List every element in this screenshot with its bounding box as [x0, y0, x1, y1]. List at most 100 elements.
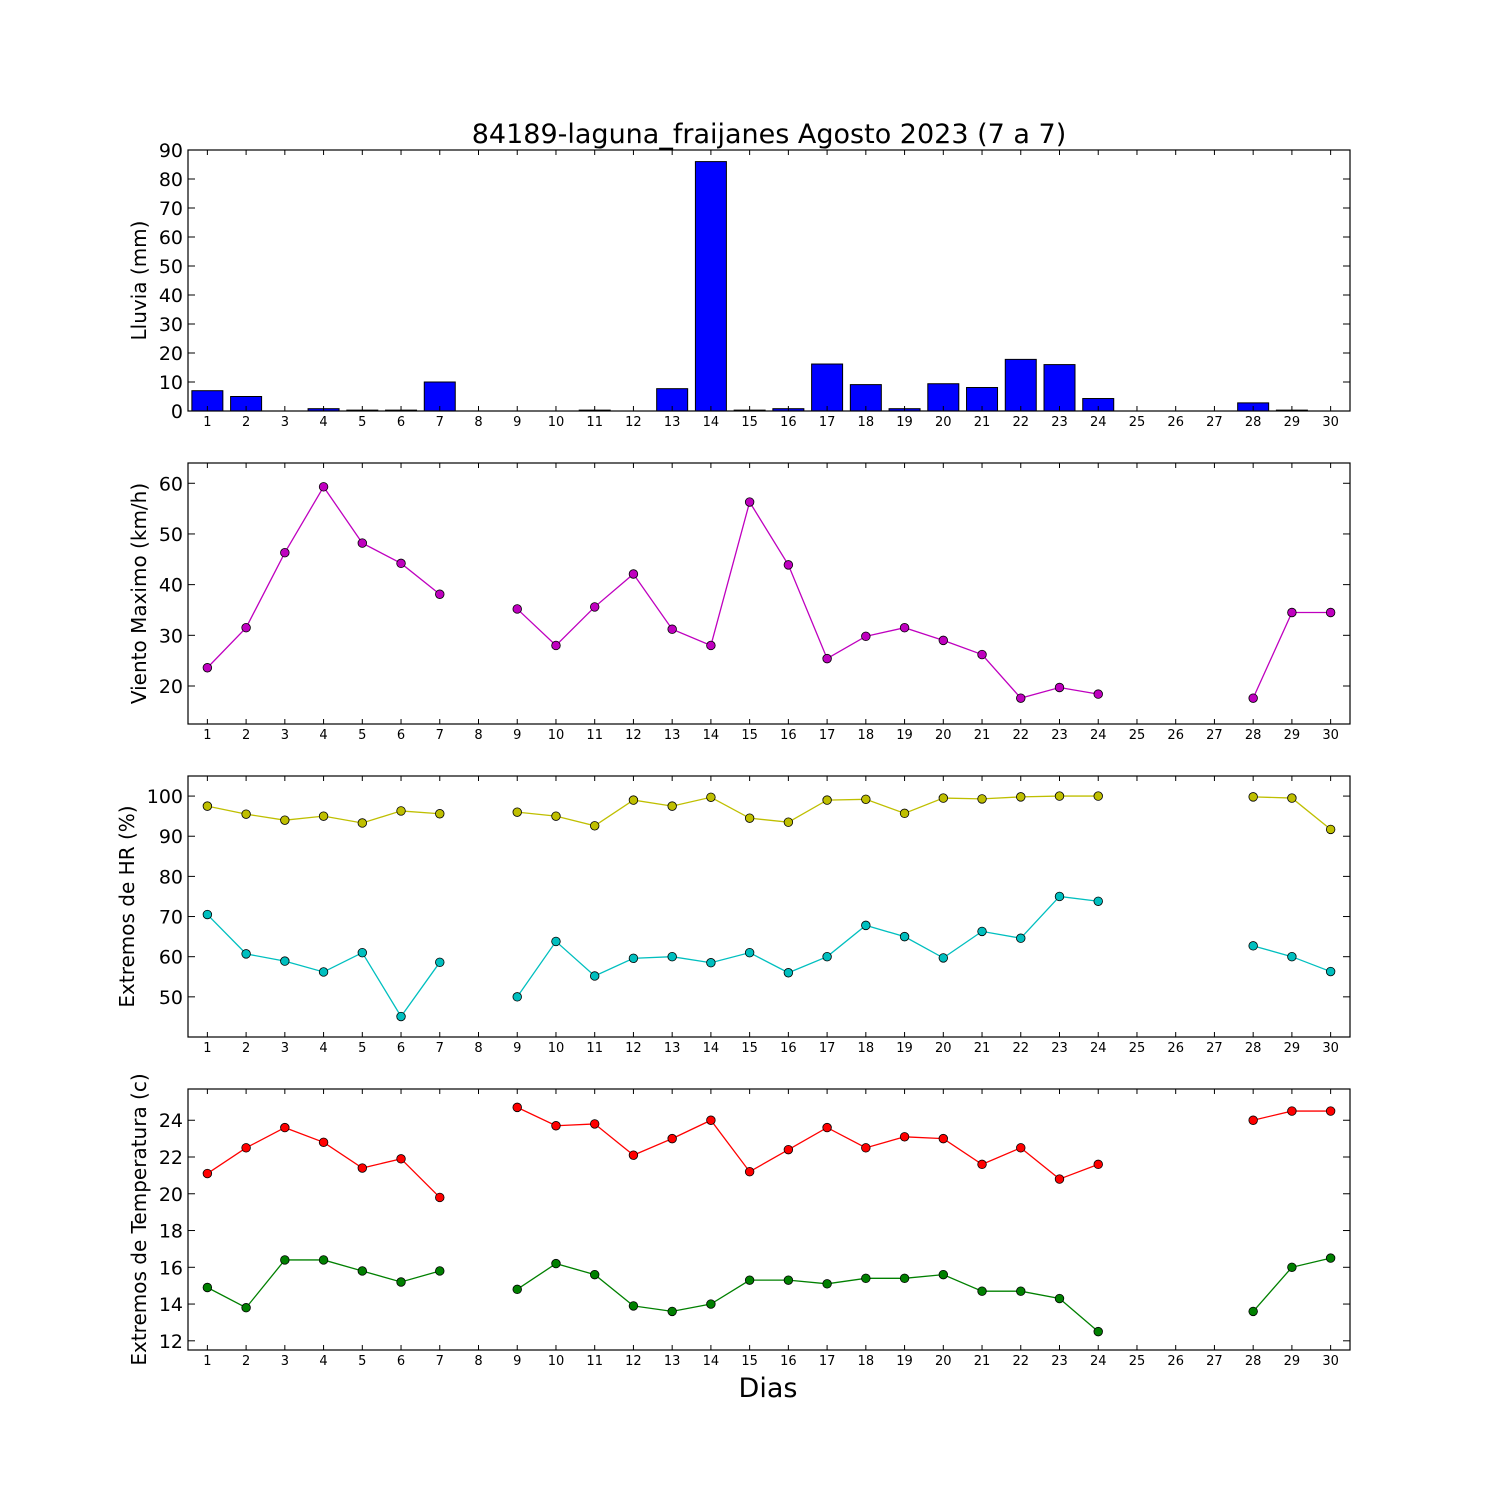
x-tick-label: 16 [780, 415, 797, 430]
point-day-2 [241, 623, 251, 633]
x-tick-label: 9 [513, 1041, 521, 1056]
point-day-22 [1016, 693, 1026, 703]
point-day-28 [1248, 792, 1258, 802]
x-tick-label: 5 [358, 415, 366, 430]
point-day-14 [706, 958, 716, 968]
x-tick-label: 26 [1167, 1354, 1184, 1369]
y-tick-label: 40 [159, 285, 183, 307]
point-day-3 [280, 1255, 290, 1265]
x-tick-label: 18 [858, 415, 875, 430]
point-day-24 [1093, 1326, 1103, 1337]
point-day-4 [318, 967, 329, 977]
x-tick-label: 23 [1051, 1354, 1068, 1369]
x-tick-label: 11 [586, 728, 603, 743]
x-tick-label: 6 [397, 1041, 405, 1056]
point-day-14 [706, 792, 716, 802]
x-tick-label: 3 [281, 728, 289, 743]
y-tick-label: 10 [159, 372, 183, 394]
x-tick-label: 7 [436, 1354, 444, 1369]
x-tick-label: 19 [896, 1041, 913, 1056]
point-day-4 [318, 1137, 329, 1148]
x-tick-label: 7 [436, 415, 444, 430]
x-tick-label: 13 [664, 1041, 681, 1056]
point-day-7 [435, 1192, 445, 1203]
point-day-14 [706, 1115, 716, 1125]
x-tick-label: 12 [625, 728, 642, 743]
x-tick-label: 12 [625, 1041, 642, 1056]
point-day-23 [1054, 791, 1065, 801]
y-tick-label: 20 [159, 343, 183, 365]
point-day-16 [783, 968, 794, 978]
x-tick-label: 3 [281, 415, 289, 430]
x-tick-label: 28 [1245, 728, 1262, 743]
series-line [206, 485, 441, 669]
point-day-5 [357, 1266, 368, 1276]
point-day-17 [822, 951, 832, 962]
point-day-19 [899, 1273, 910, 1284]
y-tick-label: 50 [159, 524, 183, 546]
y-tick-label: 14 [159, 1294, 183, 1316]
point-day-7 [435, 1266, 445, 1276]
x-tick-label: 20 [935, 728, 952, 743]
point-day-22 [1016, 1143, 1026, 1153]
x-tick-label: 20 [935, 415, 952, 430]
x-tick-label: 4 [319, 1041, 327, 1056]
point-day-20 [938, 635, 949, 646]
series-line [517, 795, 1099, 827]
x-tick-label: 1 [203, 1041, 211, 1056]
point-day-20 [938, 793, 949, 803]
x-tick-label: 11 [586, 1354, 603, 1369]
x-tick-label: 18 [858, 728, 875, 743]
x-tick-label: 11 [586, 415, 603, 430]
x-tick-label: 13 [664, 415, 681, 430]
x-tick-label: 24 [1090, 1354, 1107, 1369]
point-day-19 [899, 808, 910, 819]
x-tick-label: 19 [896, 1354, 913, 1369]
x-tick-label: 24 [1090, 728, 1107, 743]
point-day-6 [396, 1154, 406, 1164]
point-day-12 [628, 1150, 639, 1160]
point-day-14 [706, 640, 716, 651]
point-day-21 [977, 1159, 987, 1170]
point-day-29 [1287, 1106, 1297, 1116]
x-tick-label: 9 [513, 1354, 521, 1369]
y-tick-label: 70 [159, 907, 183, 929]
series-line [1252, 611, 1331, 699]
x-tick-label: 29 [1284, 728, 1301, 743]
axes-frame [187, 149, 1351, 412]
x-tick-label: 18 [858, 1041, 875, 1056]
point-day-16 [783, 560, 794, 570]
point-day-7 [435, 809, 445, 819]
series-temp-1 [202, 1253, 1336, 1337]
point-day-10 [551, 640, 561, 651]
point-day-10 [551, 936, 561, 947]
point-day-3 [280, 548, 290, 558]
point-day-9 [512, 1102, 522, 1113]
x-tick-label: 5 [358, 728, 366, 743]
x-tick-label: 29 [1284, 415, 1301, 430]
x-tick-label: 14 [703, 1354, 720, 1369]
point-day-24 [1093, 791, 1103, 801]
point-day-23 [1054, 682, 1065, 693]
point-day-1 [202, 663, 213, 673]
point-day-23 [1054, 1174, 1065, 1184]
point-day-20 [938, 953, 949, 963]
point-day-23 [1054, 891, 1065, 902]
x-tick-label: 10 [548, 728, 565, 743]
x-tick-label: 4 [319, 1354, 327, 1369]
point-day-28 [1248, 693, 1258, 703]
point-day-22 [1016, 792, 1026, 802]
point-day-16 [783, 817, 794, 827]
axes-frame [187, 775, 1351, 1038]
x-tick-label: 6 [397, 1354, 405, 1369]
x-tick-label: 3 [281, 1041, 289, 1056]
point-day-5 [357, 1163, 368, 1173]
x-tick-label: 24 [1090, 1041, 1107, 1056]
y-tick-label: 60 [159, 947, 183, 969]
x-tick-label: 2 [242, 415, 250, 430]
y-tick-label: 100 [147, 786, 183, 808]
x-tick-label: 6 [397, 728, 405, 743]
x-tick-label: 30 [1322, 1041, 1339, 1056]
point-day-20 [938, 1269, 949, 1280]
